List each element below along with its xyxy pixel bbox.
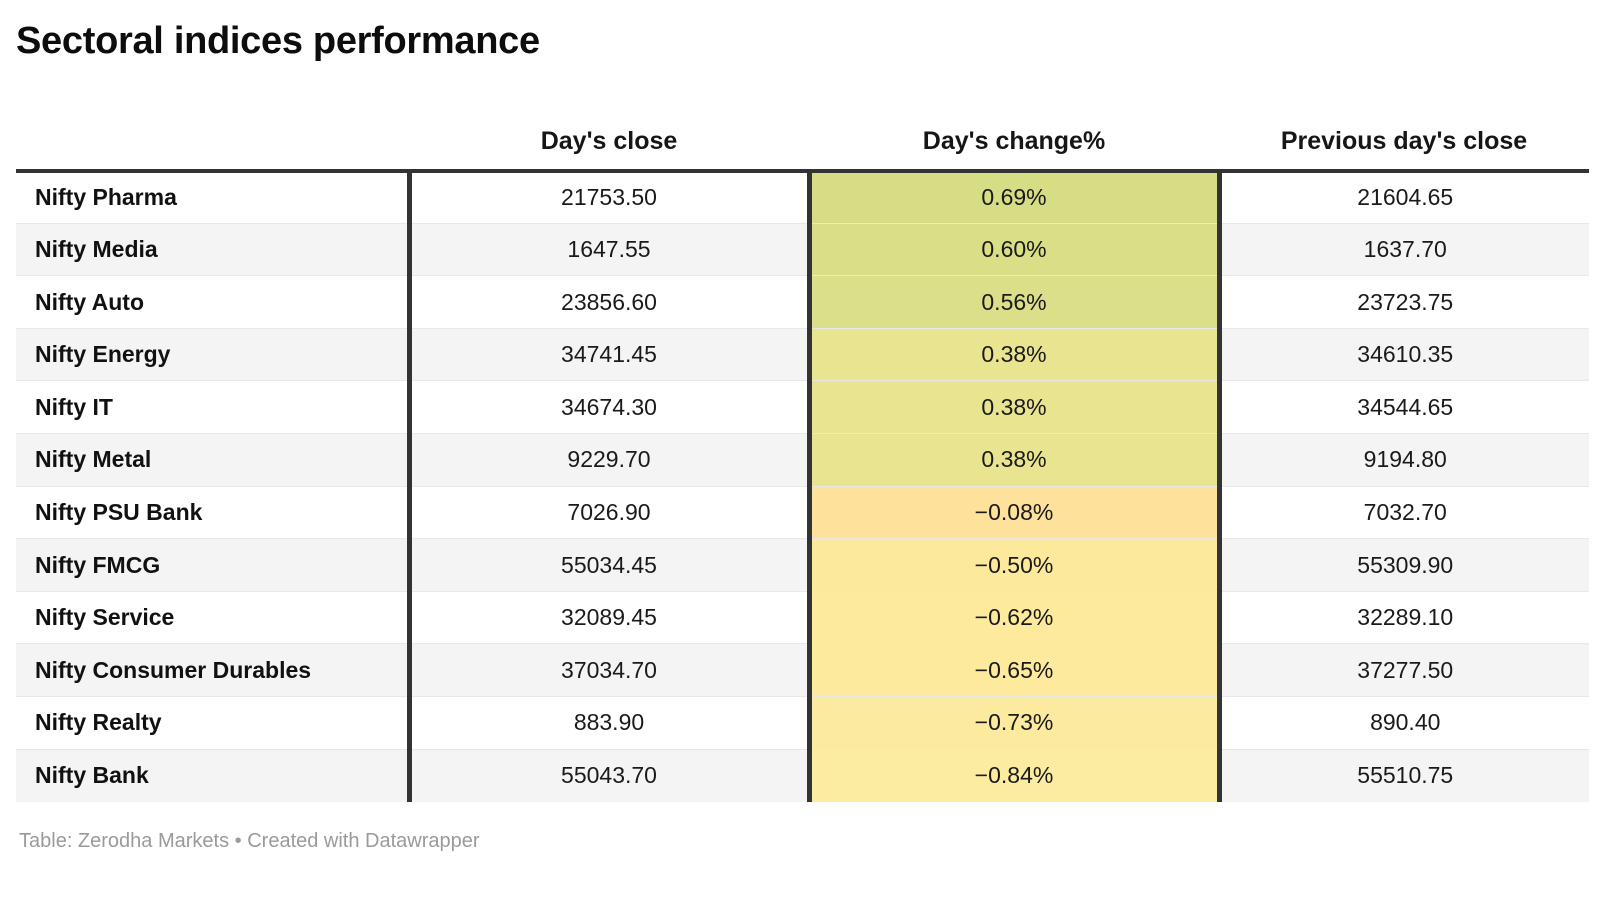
table-row: Nifty Bank 55043.70 −0.84% 55510.75	[16, 748, 1589, 802]
row-label: Nifty Pharma	[16, 170, 412, 224]
days-close-cell: 7026.90	[409, 485, 812, 539]
row-label: Nifty IT	[16, 380, 412, 434]
previous-close-cell: 34610.35	[1219, 327, 1589, 381]
days-close-cell: 37034.70	[409, 643, 812, 697]
sectoral-indices-table: Day's close Day's change% Previous day's…	[16, 126, 1589, 802]
days-close-cell: 9229.70	[409, 433, 812, 487]
previous-close-cell: 890.40	[1219, 695, 1589, 750]
previous-close-cell: 7032.70	[1219, 485, 1589, 539]
previous-close-cell: 32289.10	[1219, 590, 1589, 644]
days-close-cell: 34674.30	[409, 380, 812, 434]
days-close-cell: 883.90	[409, 695, 812, 750]
days-change-cell: 0.38%	[809, 380, 1222, 434]
days-change-cell: −0.65%	[809, 643, 1222, 697]
table-row: Nifty Media 1647.55 0.60% 1637.70	[16, 222, 1589, 276]
row-label: Nifty Service	[16, 590, 412, 644]
table-row: Nifty Pharma 21753.50 0.69% 21604.65	[16, 170, 1589, 224]
table-row: Nifty PSU Bank 7026.90 −0.08% 7032.70	[16, 485, 1589, 539]
table-row: Nifty Auto 23856.60 0.56% 23723.75	[16, 275, 1589, 329]
previous-close-cell: 34544.65	[1219, 380, 1589, 434]
previous-close-cell: 55510.75	[1219, 748, 1589, 802]
previous-close-cell: 9194.80	[1219, 433, 1589, 487]
days-change-cell: −0.73%	[809, 695, 1222, 750]
row-label: Nifty Consumer Durables	[16, 643, 412, 697]
row-label: Nifty Media	[16, 222, 412, 276]
row-label: Nifty PSU Bank	[16, 485, 412, 539]
days-close-cell: 55043.70	[409, 748, 812, 802]
table-row: Nifty Energy 34741.45 0.38% 34610.35	[16, 327, 1589, 381]
column-header-previous-close: Previous day's close	[1219, 126, 1589, 173]
table-row: Nifty Service 32089.45 −0.62% 32289.10	[16, 590, 1589, 644]
row-label: Nifty Energy	[16, 327, 412, 381]
table-row: Nifty Consumer Durables 37034.70 −0.65% …	[16, 643, 1589, 697]
page-title: Sectoral indices performance	[16, 20, 540, 62]
days-change-cell: 0.56%	[809, 275, 1222, 329]
table-attribution: Table: Zerodha Markets • Created with Da…	[19, 829, 480, 852]
table-row: Nifty IT 34674.30 0.38% 34544.65	[16, 380, 1589, 434]
previous-close-cell: 55309.90	[1219, 538, 1589, 592]
table-row: Nifty Realty 883.90 −0.73% 890.40	[16, 695, 1589, 750]
column-header-empty	[16, 126, 409, 173]
previous-close-cell: 37277.50	[1219, 643, 1589, 697]
days-close-cell: 55034.45	[409, 538, 812, 592]
row-label: Nifty Auto	[16, 275, 412, 329]
previous-close-cell: 23723.75	[1219, 275, 1589, 329]
days-close-cell: 21753.50	[409, 170, 812, 224]
previous-close-cell: 21604.65	[1357, 184, 1454, 211]
table-row: Nifty FMCG 55034.45 −0.50% 55309.90	[16, 538, 1589, 592]
days-close-cell: 32089.45	[409, 590, 812, 644]
datawrapper-table-chart: Sectoral indices performance Day's close…	[0, 20, 1608, 853]
table-header: Day's close Day's change% Previous day's…	[16, 126, 1589, 173]
days-change-cell: −0.08%	[809, 485, 1222, 539]
days-change-cell: 0.60%	[809, 222, 1222, 276]
days-close-cell: 23856.60	[409, 275, 812, 329]
row-label: Nifty Metal	[16, 433, 412, 487]
column-header-days-close: Day's close	[409, 126, 809, 173]
column-header-days-change: Day's change%	[809, 126, 1219, 173]
row-label: Nifty FMCG	[16, 538, 412, 592]
table-row: Nifty Metal 9229.70 0.38% 9194.80	[16, 433, 1589, 487]
row-label: Nifty Bank	[16, 748, 412, 802]
row-label: Nifty Realty	[16, 695, 412, 750]
days-change-cell: 0.38%	[809, 433, 1222, 487]
days-change-cell: −0.84%	[809, 748, 1222, 802]
days-change-cell: −0.50%	[809, 538, 1222, 592]
days-change-cell: 0.38%	[809, 327, 1222, 381]
previous-close-cell: 1637.70	[1219, 222, 1589, 276]
days-change-cell: −0.62%	[809, 590, 1222, 644]
days-change-cell: 0.69%	[809, 170, 1222, 224]
days-close-cell: 1647.55	[409, 222, 812, 276]
days-close-cell: 34741.45	[409, 327, 812, 381]
